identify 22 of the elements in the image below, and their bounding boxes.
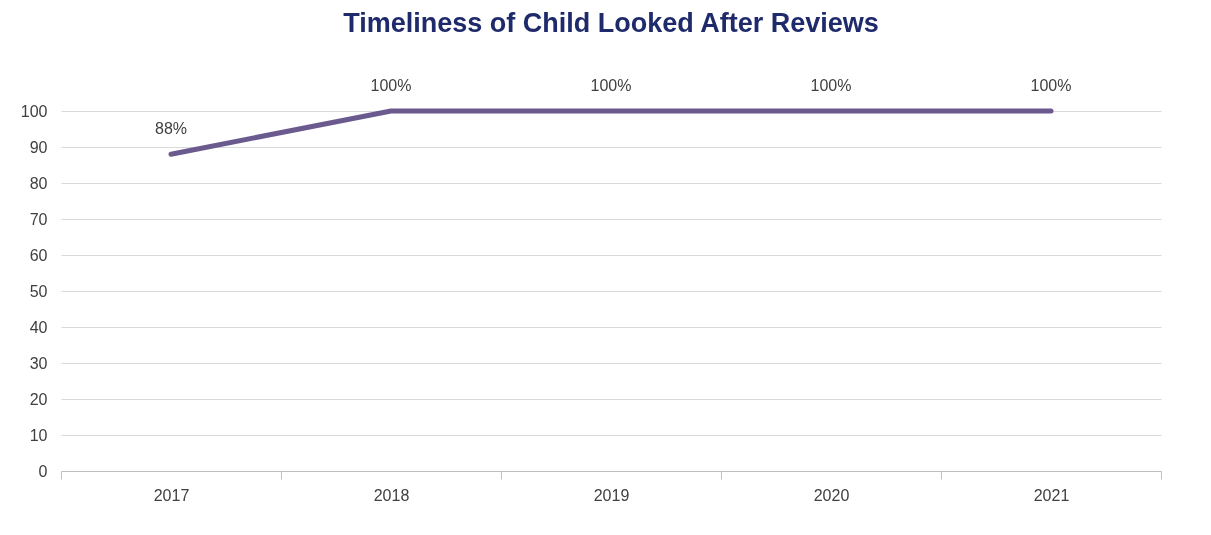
y-tick-label: 80 bbox=[29, 174, 48, 192]
chart-title: Timeliness of Child Looked After Reviews bbox=[343, 8, 879, 38]
x-tick-label: 2017 bbox=[153, 486, 190, 504]
y-tick-label: 90 bbox=[29, 138, 48, 156]
y-tick-label: 30 bbox=[29, 354, 48, 372]
y-tick-label: 10 bbox=[29, 426, 48, 444]
data-label: 100% bbox=[590, 77, 632, 94]
data-label: 100% bbox=[810, 77, 852, 94]
y-tick-label: 100 bbox=[20, 102, 48, 120]
y-tick-label: 40 bbox=[29, 318, 48, 336]
data-label: 88% bbox=[154, 120, 188, 138]
x-tick-label: 2018 bbox=[373, 486, 410, 504]
y-tick-label: 50 bbox=[29, 282, 48, 300]
y-tick-label: 0 bbox=[38, 462, 48, 480]
data-label: 100% bbox=[1030, 77, 1072, 94]
y-tick-label: 60 bbox=[29, 246, 48, 264]
x-tick-label: 2019 bbox=[593, 486, 630, 504]
x-tick-label: 2020 bbox=[813, 486, 850, 504]
x-tick-label: 2021 bbox=[1033, 486, 1070, 504]
y-tick-label: 70 bbox=[29, 210, 48, 228]
y-tick-label: 20 bbox=[29, 390, 48, 408]
data-label: 100% bbox=[370, 77, 412, 94]
